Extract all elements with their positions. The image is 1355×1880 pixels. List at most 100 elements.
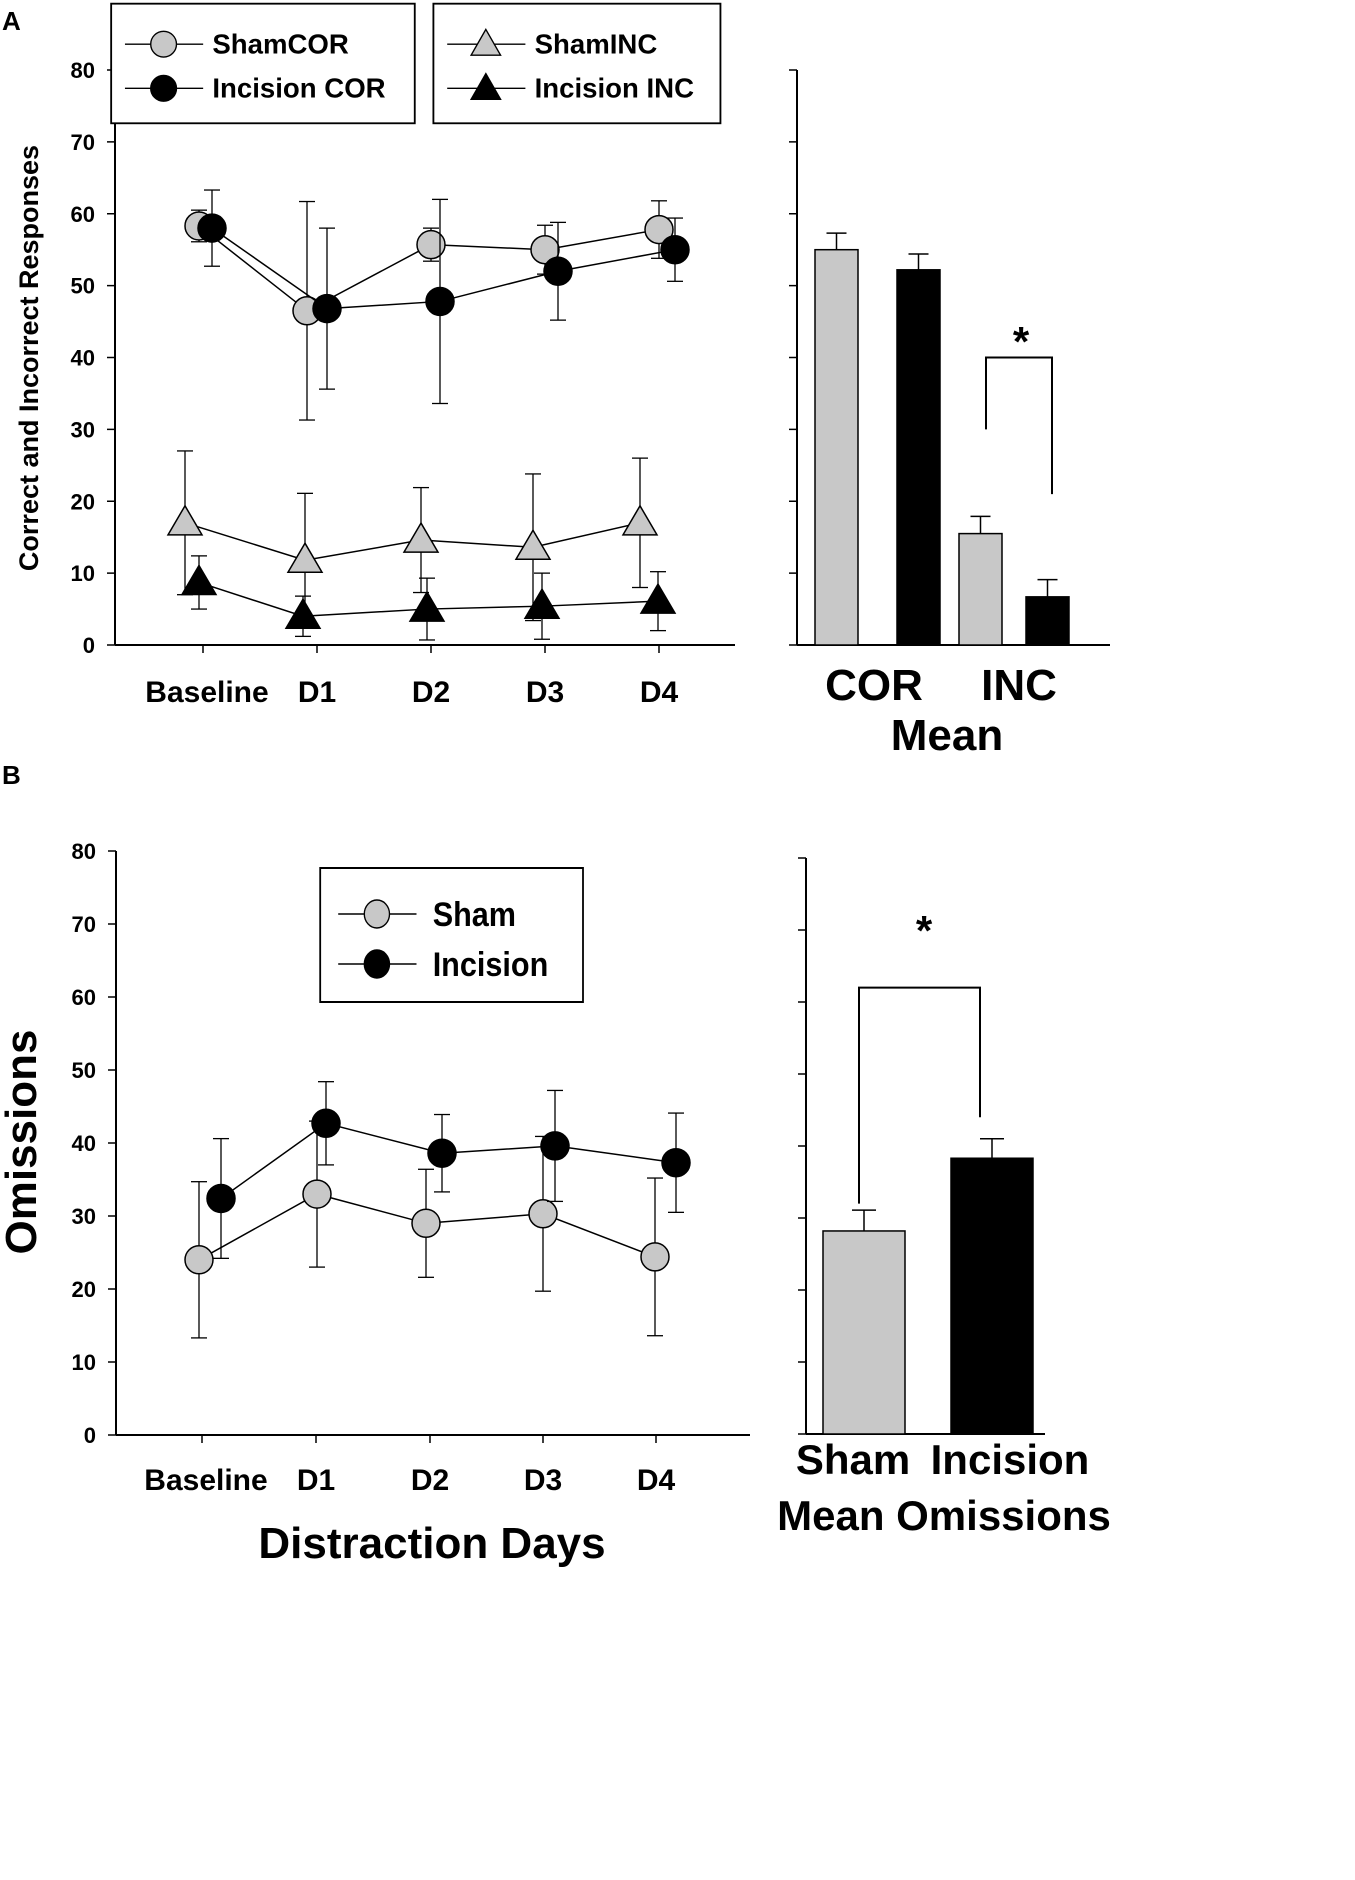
significance-bracket bbox=[858, 986, 981, 1204]
data-point bbox=[180, 563, 218, 596]
y-tick-label: 30 bbox=[71, 417, 95, 442]
data-point bbox=[416, 229, 446, 260]
x-tick-label: D1 bbox=[297, 1464, 335, 1497]
panel-a-bar-chart: * COR INC Mean bbox=[789, 69, 1110, 760]
data-point bbox=[206, 1183, 236, 1214]
bars-group bbox=[822, 1138, 1034, 1435]
data-point bbox=[543, 256, 573, 286]
bar bbox=[1025, 596, 1070, 646]
data-point bbox=[514, 528, 552, 560]
y-tick-label: 80 bbox=[71, 58, 95, 83]
series-shaminc bbox=[166, 450, 659, 628]
x-tick-label: Baseline bbox=[145, 676, 268, 709]
y-ticks: 0 10 20 30 40 50 60 70 80 bbox=[71, 58, 115, 658]
series-group bbox=[166, 189, 690, 641]
x-tick-label: D1 bbox=[298, 676, 336, 709]
x-tick-label: D3 bbox=[526, 676, 564, 709]
y-tick-label: 50 bbox=[72, 1058, 96, 1083]
bar-category-label: INC bbox=[981, 661, 1057, 710]
y-ticks: 0 10 20 30 40 50 60 70 80 bbox=[72, 839, 116, 1448]
legend-box bbox=[110, 2, 416, 125]
legend-label-incision-inc: Incision INC bbox=[535, 73, 695, 104]
legend-box bbox=[432, 2, 722, 125]
x-ticks: Baseline D1 D2 D3 D4 bbox=[144, 1435, 675, 1497]
legend-label-sham-cor: ShamCOR bbox=[212, 28, 349, 59]
bar-category-label: Incision bbox=[931, 1436, 1090, 1483]
legend-marker-incision bbox=[363, 949, 391, 979]
bar bbox=[822, 1230, 906, 1435]
data-point bbox=[166, 504, 204, 536]
legend-marker-incision-inc bbox=[469, 72, 502, 101]
data-point bbox=[411, 1208, 441, 1239]
legend-box bbox=[319, 867, 584, 1003]
data-point bbox=[530, 234, 560, 265]
data-point bbox=[640, 1242, 670, 1272]
y-ticks bbox=[789, 69, 797, 646]
legend-label-incision: Incision bbox=[433, 946, 549, 984]
panel-b-bar-chart: * Sham Incision Mean Omissions bbox=[777, 857, 1111, 1539]
y-axis-label: Omissions bbox=[0, 1030, 46, 1255]
bar bbox=[896, 269, 941, 646]
y-tick-label: 10 bbox=[71, 561, 95, 586]
y-tick-label: 60 bbox=[72, 985, 96, 1010]
significance-bracket bbox=[985, 356, 1053, 495]
bar-category-label: COR bbox=[825, 661, 923, 710]
data-point bbox=[184, 1245, 214, 1275]
legend-marker-sham-inc bbox=[469, 28, 502, 56]
data-point bbox=[302, 1179, 332, 1209]
legend-marker-incision-cor bbox=[150, 74, 178, 102]
data-point bbox=[408, 590, 446, 622]
series-incision-cor bbox=[197, 189, 690, 405]
bar-chart-title: Mean Omissions bbox=[777, 1492, 1111, 1539]
series-incision-inc bbox=[180, 555, 677, 641]
y-tick-label: 0 bbox=[83, 633, 95, 658]
data-point bbox=[312, 293, 342, 324]
x-tick-label: D4 bbox=[640, 676, 679, 709]
data-point bbox=[621, 504, 659, 536]
y-tick-label: 40 bbox=[72, 1131, 96, 1156]
y-tick-label: 70 bbox=[71, 130, 95, 155]
panel-b-letter: B bbox=[2, 760, 21, 790]
series-sham bbox=[184, 1120, 670, 1339]
bar bbox=[958, 532, 1003, 646]
legend-marker-sham bbox=[363, 899, 391, 929]
series-incision bbox=[206, 1081, 691, 1259]
y-tick-label: 0 bbox=[84, 1423, 96, 1448]
data-point bbox=[402, 521, 440, 553]
y-tick-label: 30 bbox=[72, 1204, 96, 1229]
bar-chart-title: Mean bbox=[891, 711, 1003, 760]
legend: Sham Incision bbox=[319, 867, 584, 1003]
significance-star: * bbox=[916, 907, 933, 954]
panel-a-line-chart: A Correct and Incorrect Responses 0 10 20 3… bbox=[2, 2, 735, 709]
data-point bbox=[197, 213, 227, 243]
data-point bbox=[284, 597, 322, 629]
y-tick-label: 40 bbox=[71, 346, 95, 371]
y-tick-label: 20 bbox=[71, 489, 95, 514]
x-tick-label: D2 bbox=[411, 1464, 449, 1497]
y-axis-label: Correct and Incorrect Responses bbox=[14, 145, 44, 571]
x-axis-label: Distraction Days bbox=[258, 1519, 605, 1568]
y-tick-label: 10 bbox=[72, 1350, 96, 1375]
data-point bbox=[644, 214, 674, 245]
y-tick-label: 80 bbox=[72, 839, 96, 864]
legend-label-incision-cor: Incision COR bbox=[212, 73, 385, 104]
x-tick-label: Baseline bbox=[144, 1464, 267, 1497]
data-point bbox=[286, 541, 324, 573]
data-point bbox=[528, 1199, 558, 1229]
panel-b-line-chart: B Omissions 0 10 20 30 40 50 60 70 80 Baseline D1… bbox=[0, 760, 750, 1568]
y-tick-label: 50 bbox=[71, 274, 95, 299]
legend-marker-sham-cor bbox=[150, 30, 178, 58]
legend-left: ShamCOR Incision COR bbox=[110, 2, 416, 125]
y-tick-label: 70 bbox=[72, 912, 96, 937]
data-point bbox=[523, 587, 561, 619]
data-point bbox=[660, 234, 690, 265]
legend-label-sham-inc: ShamINC bbox=[535, 28, 658, 59]
bar bbox=[950, 1157, 1034, 1435]
significance-star: * bbox=[1013, 318, 1030, 365]
y-ticks bbox=[798, 857, 806, 1435]
data-point bbox=[427, 1138, 457, 1168]
bar bbox=[814, 248, 859, 646]
bars-group bbox=[814, 232, 1070, 646]
x-tick-label: D3 bbox=[524, 1464, 562, 1497]
